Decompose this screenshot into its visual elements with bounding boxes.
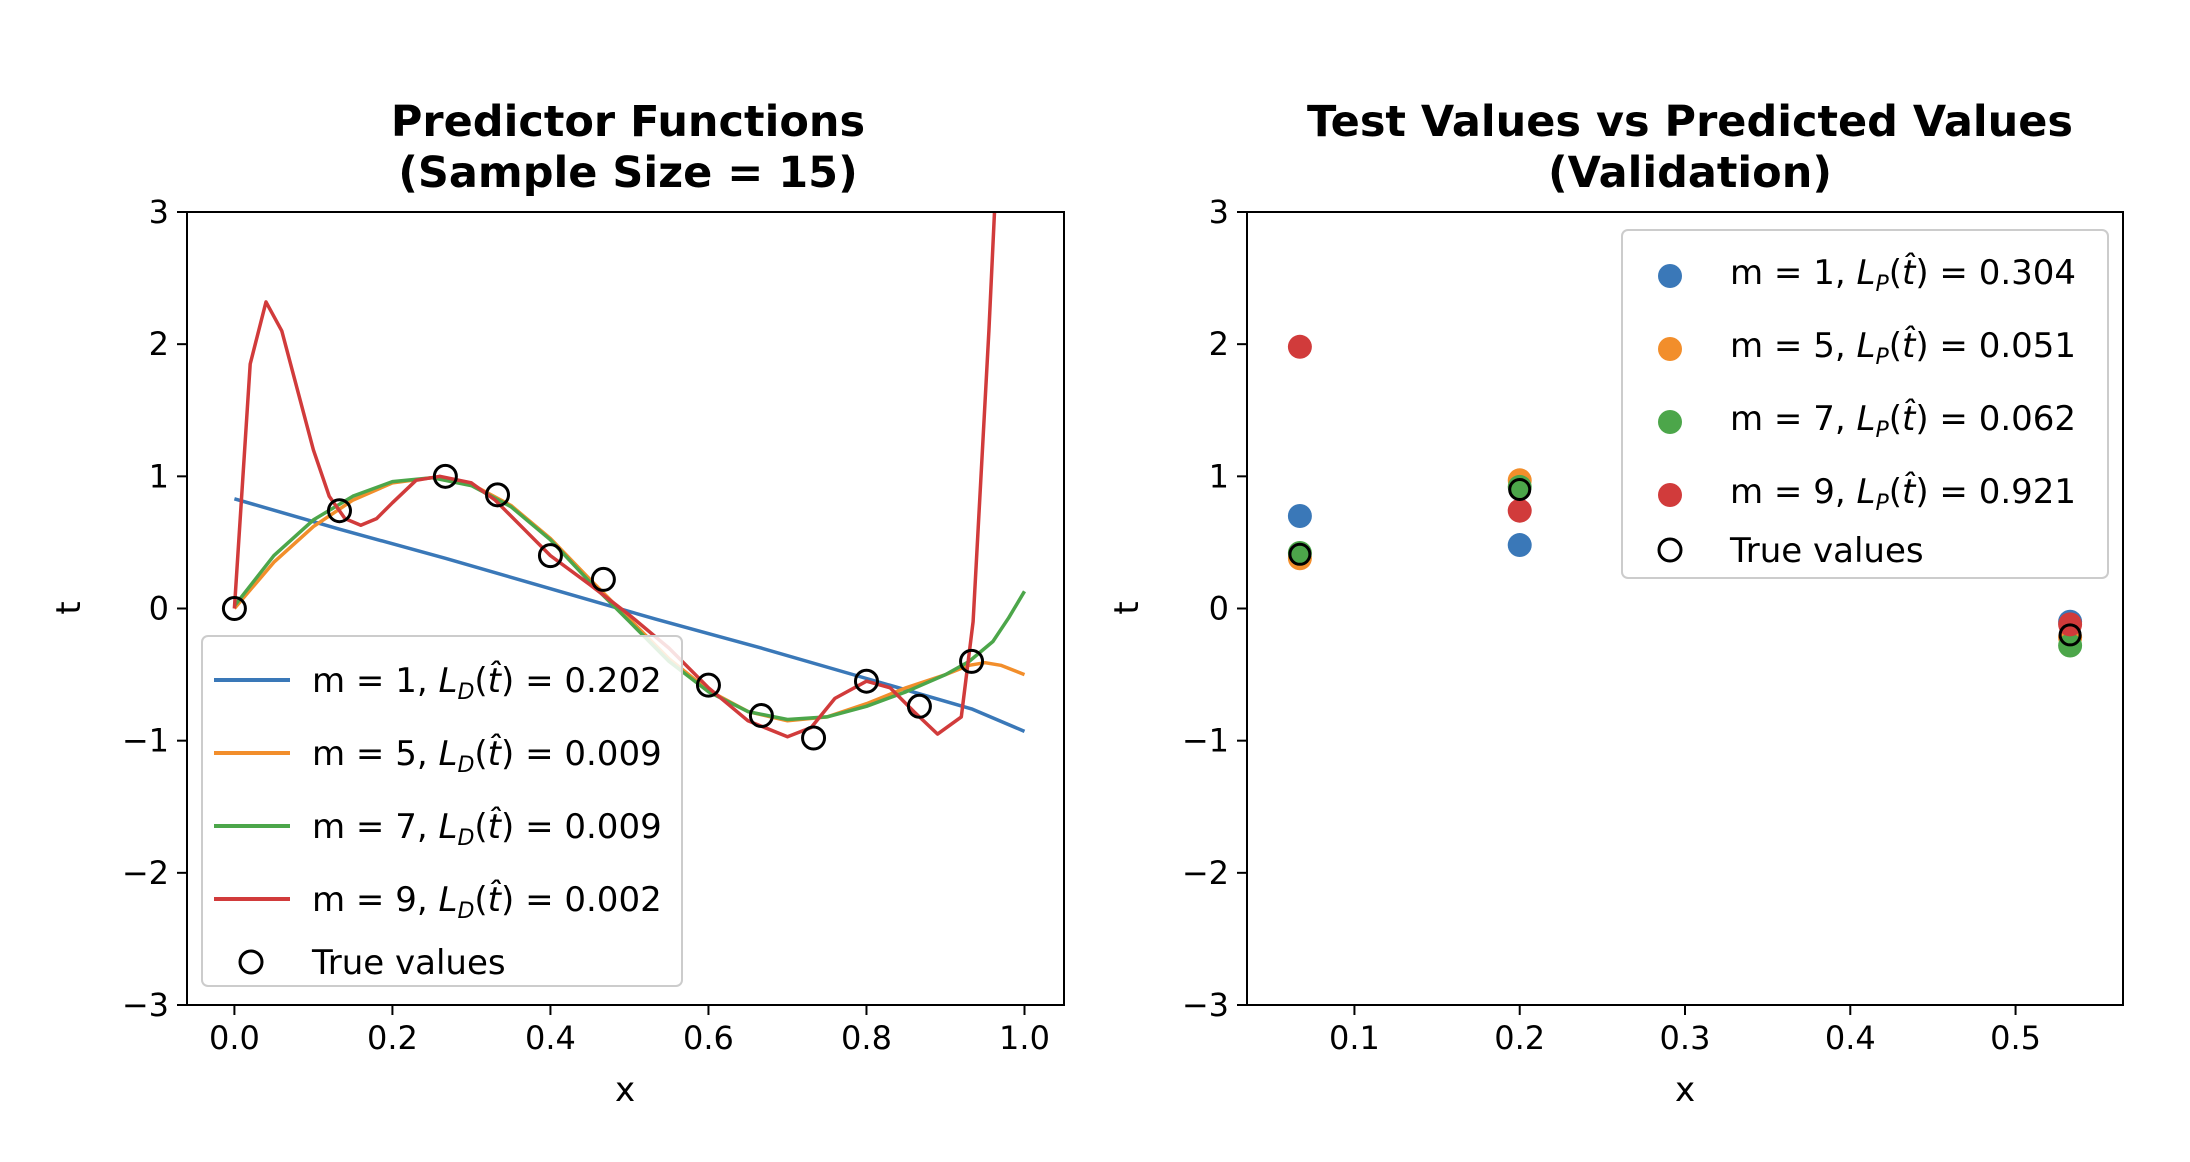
left-chart-title-line2: (Sample Size = 15) [398, 148, 857, 198]
x-tick-label: 0.2 [1494, 1019, 1545, 1057]
y-tick-label: 0 [149, 590, 169, 628]
x-tick-label: 0.6 [683, 1019, 734, 1057]
left-y-axis-label: t [49, 601, 89, 614]
legend-label: m = 9, LP(t̂) = 0.921 [1730, 471, 2076, 516]
true-value-point [590, 566, 616, 592]
right-chart-title-line1: Test Values vs Predicted Values [1307, 97, 2073, 147]
series-line-m1 [233, 497, 1026, 734]
x-tick-label: 0.2 [367, 1019, 418, 1057]
y-tick-label: −1 [1182, 722, 1229, 760]
legend-label: m = 7, LD(t̂) = 0.009 [312, 806, 662, 851]
x-tick-label: 0.1 [1329, 1019, 1380, 1057]
left-x-axis-label: x [615, 1070, 635, 1110]
x-tick-label: 0.0 [209, 1019, 260, 1057]
x-tick-label: 0.3 [1660, 1019, 1711, 1057]
legend-label: m = 7, LP(t̂) = 0.062 [1730, 398, 2076, 443]
x-tick-label: 0.5 [1990, 1019, 2041, 1057]
true-value-point [1508, 478, 1532, 502]
legend-label: m = 1, LD(t̂) = 0.202 [312, 660, 662, 705]
y-tick-label: 3 [149, 193, 169, 231]
legend-label: m = 9, LD(t̂) = 0.002 [312, 879, 662, 924]
y-tick-label: −2 [122, 854, 169, 892]
y-tick-label: 3 [1209, 193, 1229, 231]
series-line-m9 [232, 212, 997, 739]
legend-label: m = 5, LD(t̂) = 0.009 [312, 733, 662, 778]
true-value-point [959, 648, 985, 674]
y-tick-label: 1 [149, 457, 169, 495]
legend-dot-handle [1658, 337, 1682, 361]
predictor-functions-panel: Predictor Functions (Sample Size = 15) 0… [49, 97, 1065, 1110]
test-vs-predicted-panel: Test Values vs Predicted Values (Validat… [1107, 97, 2124, 1110]
right-y-axis-label: t [1107, 601, 1147, 614]
prediction-point-m9 [1507, 498, 1532, 523]
legend-label: m = 1, LP(t̂) = 0.304 [1730, 252, 2076, 297]
right-legend: m = 1, LP(t̂) = 0.304 m = 5, LP(t̂) = 0.0… [1621, 229, 2109, 579]
y-tick-label: 0 [1209, 590, 1229, 628]
y-tick-label: 2 [149, 325, 169, 363]
legend-dot-handle [1658, 483, 1682, 507]
right-chart-title-line2: (Validation) [1548, 148, 1832, 198]
y-tick-label: 2 [1209, 325, 1229, 363]
y-tick-label: −3 [1182, 986, 1229, 1024]
left-chart-title-line1: Predictor Functions [391, 97, 865, 147]
true-value-point [221, 596, 247, 621]
left-true-value-points [221, 463, 985, 751]
true-value-point [801, 725, 827, 751]
prediction-point-m9 [1287, 334, 1312, 359]
true-value-point [748, 703, 774, 729]
true-value-point [1288, 542, 1312, 566]
left-legend: m = 1, LD(t̂) = 0.202 m = 5, LD(t̂) = 0.0… [201, 635, 683, 987]
x-tick-label: 0.8 [841, 1019, 892, 1057]
prediction-point-m1 [1507, 533, 1532, 558]
true-value-point [906, 693, 932, 719]
legend-label-true-values: True values [1729, 531, 1924, 571]
right-x-ticks: 0.1 0.2 0.3 0.4 0.5 [1329, 1005, 2041, 1057]
right-scatter-points [1287, 334, 2083, 658]
y-tick-label: −3 [122, 986, 169, 1024]
true-value-point [485, 482, 511, 508]
left-legend-box [201, 635, 683, 987]
y-tick-label: −1 [122, 722, 169, 760]
true-value-point [432, 463, 458, 489]
y-tick-label: 1 [1209, 457, 1229, 495]
true-value-point [695, 672, 721, 698]
true-value-point [853, 668, 879, 694]
legend-dot-handle [1658, 410, 1682, 434]
legend-dot-handle [1658, 264, 1682, 288]
x-tick-label: 0.4 [1825, 1019, 1876, 1057]
right-x-axis-label: x [1675, 1070, 1695, 1110]
true-value-point [2058, 623, 2082, 647]
right-legend-box [1621, 229, 2109, 579]
prediction-point-m1 [1287, 503, 1312, 528]
true-value-point [537, 543, 563, 569]
right-y-ticks: −3 −2 −1 0 1 2 3 [1182, 193, 1247, 1024]
true-value-point [326, 498, 352, 524]
left-x-ticks: 0.0 0.2 0.4 0.6 0.8 1.0 [209, 1005, 1050, 1057]
legend-true-values-marker [238, 949, 264, 975]
x-tick-label: 1.0 [999, 1019, 1050, 1057]
legend-label: m = 5, LP(t̂) = 0.051 [1730, 325, 2076, 370]
y-tick-label: −2 [1182, 854, 1229, 892]
x-tick-label: 0.4 [525, 1019, 576, 1057]
left-y-ticks: −3 −2 −1 0 1 2 3 [122, 193, 187, 1024]
legend-true-values-marker [1657, 537, 1683, 563]
legend-label-true-values: True values [311, 943, 506, 983]
